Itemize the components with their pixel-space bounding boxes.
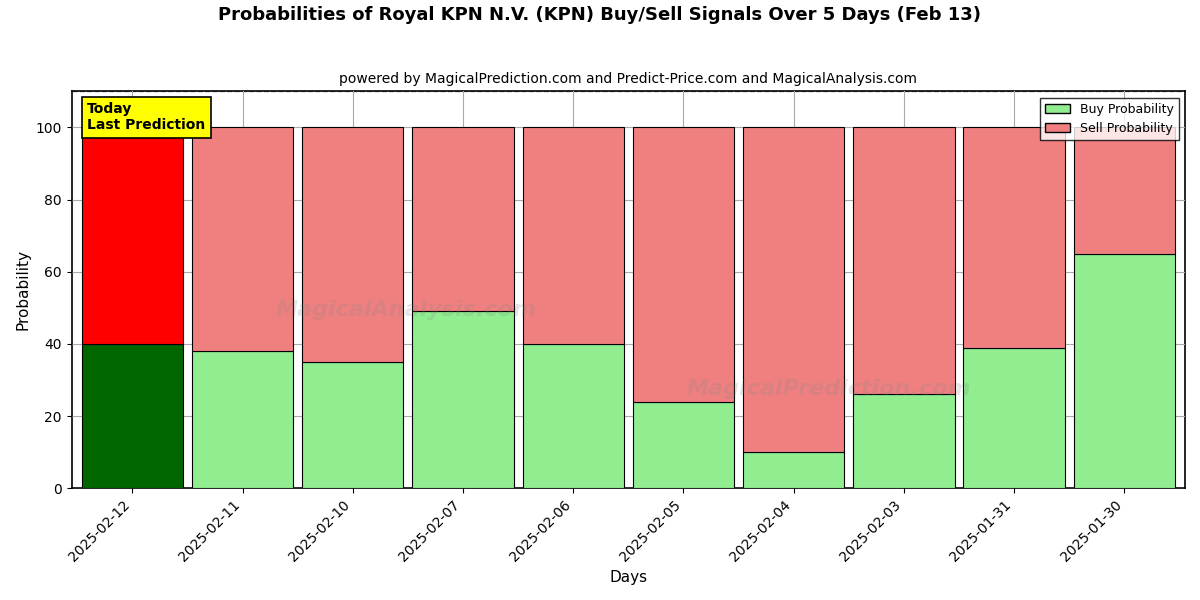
Bar [302,362,403,488]
Bar [853,394,955,488]
Bar [964,347,1064,488]
Title: powered by MagicalPrediction.com and Predict-Price.com and MagicalAnalysis.com: powered by MagicalPrediction.com and Pre… [340,72,917,86]
Bar [82,127,182,344]
Bar [1074,254,1175,488]
Text: MagicalAnalysis.com: MagicalAnalysis.com [275,299,536,320]
Text: Probabilities of Royal KPN N.V. (KPN) Buy/Sell Signals Over 5 Days (Feb 13): Probabilities of Royal KPN N.V. (KPN) Bu… [218,6,982,24]
Bar [522,127,624,344]
Text: MagicalPrediction.com: MagicalPrediction.com [686,379,971,399]
Bar [413,311,514,488]
Bar [964,127,1064,347]
Y-axis label: Probability: Probability [16,249,30,330]
Bar [522,344,624,488]
Text: Today
Last Prediction: Today Last Prediction [88,102,205,133]
Bar [413,127,514,311]
Bar [632,127,734,401]
Legend: Buy Probability, Sell Probability: Buy Probability, Sell Probability [1040,98,1178,140]
Bar [632,401,734,488]
Bar [192,351,293,488]
Bar [853,127,955,394]
Bar [743,127,845,452]
X-axis label: Days: Days [610,570,647,585]
Bar [302,127,403,362]
Bar [1074,127,1175,254]
Bar [192,127,293,351]
Bar [743,452,845,488]
Bar [82,344,182,488]
